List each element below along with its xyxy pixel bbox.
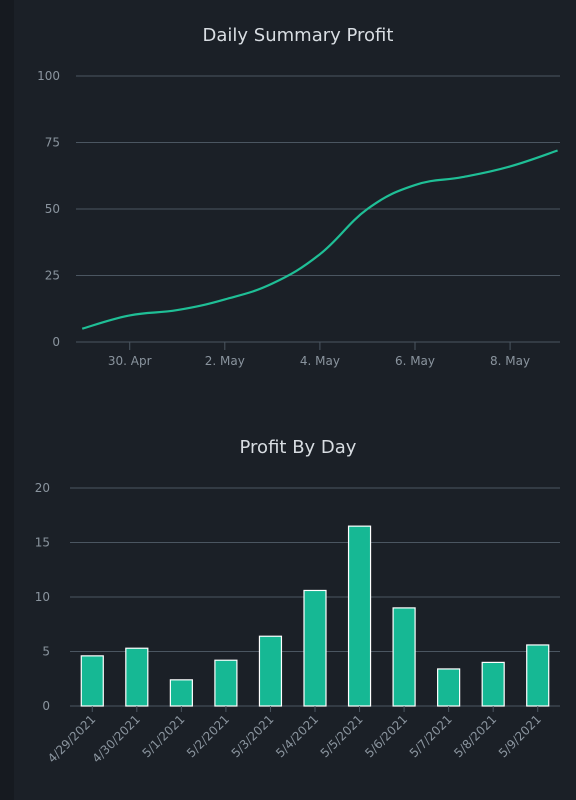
line-x-tick-label: 2. May [205, 354, 245, 368]
bar-y-tick-label: 0 [42, 699, 50, 713]
line-chart-title: Daily Summary Profit [203, 25, 394, 46]
line-x-tick-label: 30. Apr [108, 354, 152, 368]
profit-bar [303, 589, 327, 707]
bar-x-tick-label: 5/1/2021 [139, 712, 187, 760]
bar-x-tick-label: 5/3/2021 [229, 712, 277, 760]
bar-x-tick-label: 5/7/2021 [407, 712, 455, 760]
profit-bar [214, 659, 238, 707]
bar-x-tick-label: 5/2/2021 [184, 712, 232, 760]
line-x-tick-label: 6. May [395, 354, 435, 368]
bar-x-tick-label: 5/9/2021 [496, 712, 544, 760]
line-y-tick-label: 100 [37, 69, 60, 83]
profit-bar [347, 525, 372, 707]
bar-x-tick-label: 5/8/2021 [451, 712, 499, 760]
line-x-tick-label: 4. May [300, 354, 340, 368]
left-edge-strip [0, 0, 14, 800]
profit-bar [258, 635, 283, 707]
bar-y-tick-label: 10 [35, 590, 50, 604]
line-y-tick-label: 50 [45, 202, 60, 216]
line-y-tick-label: 75 [45, 136, 60, 150]
bar-x-tick-label: 4/30/2021 [90, 712, 143, 765]
profit-bar [80, 655, 104, 707]
profit-bar [481, 661, 505, 707]
bar-x-tick-label: 5/4/2021 [273, 712, 321, 760]
profit-bar [437, 668, 461, 707]
profit-line [81, 149, 558, 330]
bar-y-tick-label: 20 [35, 481, 50, 495]
line-x-tick-label: 8. May [490, 354, 530, 368]
bar-x-tick-label: 5/6/2021 [362, 712, 410, 760]
profit-bar [526, 644, 550, 707]
profit-bar [169, 679, 193, 707]
bar-y-tick-label: 15 [35, 536, 50, 550]
bar-chart-title: Profit By Day [240, 437, 357, 458]
bar-y-tick-label: 5 [42, 645, 50, 659]
line-y-tick-label: 25 [45, 269, 60, 283]
bar-x-tick-label: 5/5/2021 [318, 712, 366, 760]
line-y-tick-label: 0 [52, 335, 60, 349]
profit-bar [125, 647, 149, 707]
profit-bar [392, 607, 416, 707]
